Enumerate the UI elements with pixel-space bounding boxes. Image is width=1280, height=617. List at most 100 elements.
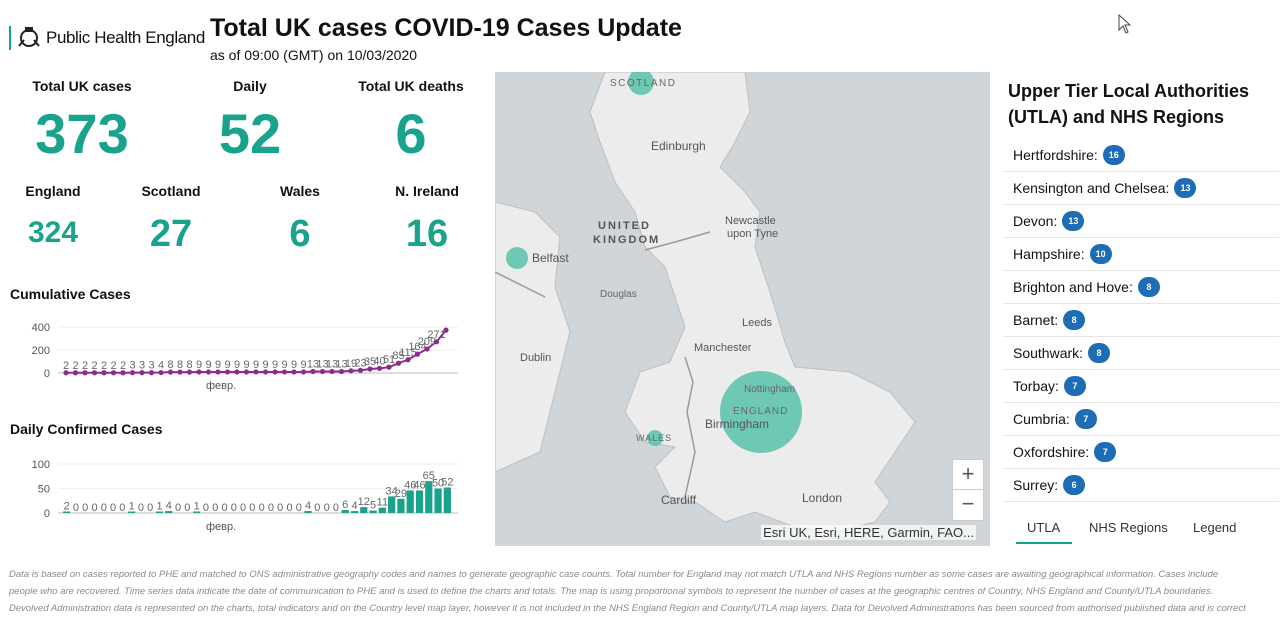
data-point [262,369,269,375]
tab-legend[interactable]: Legend [1193,520,1237,535]
total-deaths-label: Total UK deaths [358,78,464,94]
map-view[interactable]: SCOTLAND Edinburgh UNITED KINGDOM Newcas… [495,72,990,546]
data-label: 3 [129,360,135,372]
data-label: 0 [277,502,283,514]
data-label: 0 [221,502,227,514]
list-item[interactable]: Oxfordshire: 7 [1003,436,1279,469]
map-attribution[interactable]: Esri UK, Esri, HERE, Garmin, FAO... [761,525,976,540]
list-item[interactable]: Torbay: 7 [1003,370,1279,403]
england-bubble[interactable] [720,371,802,453]
data-label: 2 [82,360,88,372]
data-label: 2 [72,360,78,372]
data-label: 0 [119,502,125,514]
nireland-value: 16 [405,213,449,255]
list-item[interactable]: Kensington and Chelsea: 13 [1003,172,1279,205]
utla-name: Cumbria: [1013,411,1070,427]
count-badge: 10 [1089,244,1112,264]
data-label: 2 [101,360,107,372]
utla-list[interactable]: Hertfordshire: 16 Kensington and Chelsea:… [1003,139,1279,515]
map-label-dublin: Dublin [520,352,551,364]
page-title: Total UK cases COVID-19 Cases Update [210,14,682,42]
list-item[interactable]: Cumbria: 7 [1003,403,1279,436]
tab-utla[interactable]: UTLA [1027,520,1061,535]
data-label: 271 [427,329,445,341]
scotland-label: Scotland [141,183,201,199]
footer-line-3: Devolved Administration data is represen… [9,603,1246,614]
data-label: 0 [110,502,116,514]
y-tick-label: 200 [32,345,50,357]
panel-tabs: UTLA NHS Regions Legend [1003,516,1279,546]
bar [425,481,433,513]
list-item[interactable]: Brighton and Hove: 8 [1003,271,1279,304]
list-item[interactable]: Barnet: 8 [1003,304,1279,337]
nireland-bubble[interactable] [506,247,528,269]
data-point [357,367,364,373]
data-label: 9 [291,359,297,371]
data-label: 8 [186,359,192,371]
utla-name: Hampshire: [1013,246,1085,262]
data-point [139,370,145,376]
data-label: 9 [196,359,202,371]
bar [63,511,71,513]
data-label: 2 [63,360,69,372]
data-point [234,369,240,375]
data-point [319,368,326,375]
data-label: 9 [281,359,287,371]
data-point [120,370,126,376]
data-label: 9 [300,359,306,371]
scotland-value: 27 [149,213,193,255]
tab-nhs-regions[interactable]: NHS Regions [1089,520,1168,535]
map-label-manchester: Manchester [694,342,752,354]
bar [388,496,396,513]
data-point [205,369,212,375]
zoom-in-button[interactable]: + [952,459,984,491]
data-label: 12 [358,496,370,508]
list-item[interactable]: Surrey: 6 [1003,469,1279,502]
data-label: 4 [166,500,172,512]
map-canvas[interactable]: SCOTLAND Edinburgh UNITED KINGDOM Newcas… [495,72,990,546]
utla-name: Devon: [1013,213,1058,229]
data-label: 0 [175,502,181,514]
wales-bubble[interactable] [647,430,663,446]
footer-line-1: Data is based on cases reported to PHE a… [9,569,1219,580]
cumulative-title: Cumulative Cases [10,286,131,302]
utla-name: Hertfordshire: [1013,147,1098,163]
scotland-bubble[interactable] [628,72,654,95]
data-label: 35 [364,356,376,368]
map-label-nottingham: Nottingham [744,384,795,395]
data-label: 52 [441,477,453,489]
map-label-uk-1: UNITED [598,220,651,232]
data-point [72,370,79,376]
data-label: 9 [272,359,278,371]
mouse-cursor-icon [1118,14,1132,34]
footer-note: Data is based on cases reported to PHE a… [9,566,1271,617]
wales-label: Wales [280,183,320,199]
data-point [376,365,383,371]
list-item[interactable]: Hampshire: 10 [1003,238,1279,271]
data-label: 0 [324,502,330,514]
data-label: 50 [432,478,444,490]
data-point [186,369,193,375]
y-tick-label: 400 [32,322,50,334]
count-badge: 8 [1088,343,1111,363]
data-point [177,369,183,375]
data-label: 4 [305,500,311,512]
zoom-out-button[interactable]: − [952,489,984,521]
bar [406,490,414,513]
data-point [215,369,221,375]
map-label-belfast: Belfast [532,251,569,265]
utla-panel-title: Upper Tier Local Authorities (UTLA) and … [1008,81,1250,127]
list-item[interactable]: Southwark: 8 [1003,337,1279,370]
bar [341,510,349,513]
ireland-land [495,201,571,473]
count-badge: 7 [1074,409,1097,429]
data-label: 0 [231,502,237,514]
data-label: 0 [101,502,107,514]
list-item[interactable]: Hertfordshire: 16 [1003,139,1279,172]
data-label: 2 [120,360,126,372]
list-item[interactable]: Devon: 13 [1003,205,1279,238]
data-label: 0 [333,502,339,514]
bar [378,507,386,513]
utla-name: Brighton and Hove: [1013,279,1133,295]
